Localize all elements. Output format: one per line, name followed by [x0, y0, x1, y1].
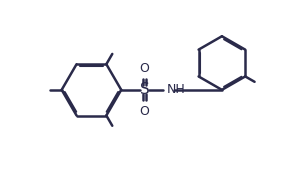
Text: O: O — [140, 62, 149, 75]
Text: O: O — [140, 104, 149, 117]
Text: S: S — [140, 82, 149, 97]
Text: NH: NH — [167, 83, 185, 96]
